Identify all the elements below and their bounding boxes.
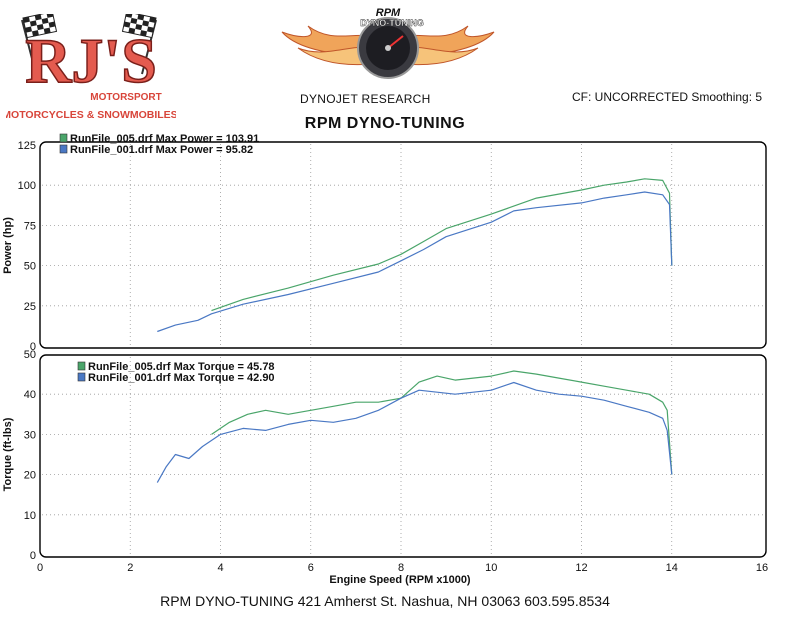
logo-rpm-text: RPM [376, 7, 401, 19]
y-tick-label: 40 [24, 389, 36, 401]
plot-frame [39, 354, 767, 558]
logo-tagline-text: MOTORCYCLES & SNOWMOBILES [6, 109, 176, 121]
y-tick-label: 125 [18, 140, 36, 152]
y-tick-label: 10 [24, 510, 36, 522]
y-tick-label: 50 [24, 349, 36, 361]
tachometer-gauge-icon [357, 17, 419, 79]
y-tick-label: 100 [18, 180, 36, 192]
y-tick-label: 25 [24, 301, 36, 313]
footer-address: RPM DYNO-TUNING 421 Amherst St. Nashua, … [160, 593, 610, 609]
x-tick-label: 16 [756, 562, 768, 574]
series-line-runfile-001-drf [156, 381, 673, 483]
legend-entry: RunFile_005.drf Max Torque = 45.78 [88, 361, 275, 373]
rjs-motorsport-logo: RJ'S MOTORSPORT MOTORCYCLES & SNOWMOBILE… [6, 14, 176, 121]
y-tick-label: 0 [30, 341, 36, 353]
x-tick-label: 10 [485, 562, 497, 574]
checkered-flag-icon [121, 14, 157, 75]
x-tick-label: 0 [37, 562, 43, 574]
legend-entry: RunFile_005.drf Max Power = 103.91 [70, 133, 259, 145]
y-tick-label: 0 [30, 550, 36, 562]
x-tick-label: 8 [398, 562, 404, 574]
x-axis-label: Engine Speed (RPM x1000) [329, 574, 471, 586]
legend-entry: RunFile_001.drf Max Power = 95.82 [70, 144, 253, 156]
logo-main-text: RJ'S [25, 25, 157, 96]
logo-motorsport-text: MOTORSPORT [90, 92, 161, 103]
y-tick-label: 75 [24, 220, 36, 232]
rpm-dyno-tuning-logo: RPM DYNO-TUNING [281, 7, 495, 79]
legend-swatch [77, 361, 86, 371]
x-tick-label: 12 [575, 562, 587, 574]
y-tick-label: 20 [24, 470, 36, 482]
y-tick-label: 30 [24, 429, 36, 441]
checkered-flag-icon [21, 14, 58, 75]
legend-swatch [59, 144, 68, 154]
series-line-runfile-001-drf [157, 191, 673, 333]
y-tick-label: 50 [24, 261, 36, 273]
chart-panel-torque: 0 10 20 30 40 50 Torque (ft-lbs) 0 2 4 6 8 10 12 14 16 E… [2, 349, 768, 586]
chart-panel-power: 0 25 50 75 100 125 Power (hp) RunFile_005.drf M… [2, 133, 767, 353]
logo-dyno-tuning-text: DYNO-TUNING [360, 18, 424, 28]
legend-swatch [59, 133, 68, 143]
x-tick-label: 4 [217, 562, 223, 574]
legend-swatch [77, 372, 86, 382]
series-line-runfile-005-drf [211, 370, 673, 475]
x-tick-label: 6 [308, 562, 314, 574]
page-title: RPM DYNO-TUNING [304, 115, 466, 132]
y-axis-label: Power (hp) [2, 217, 14, 274]
legend-entry: RunFile_001.drf Max Torque = 42.90 [88, 372, 275, 384]
plot-frame [39, 141, 767, 349]
series-line-runfile-005-drf [211, 178, 673, 312]
company-name: DYNOJET RESEARCH [300, 92, 431, 106]
correction-factor-label: CF: UNCORRECTED Smoothing: 5 [572, 90, 763, 104]
x-tick-label: 2 [127, 562, 133, 574]
y-axis-label: Torque (ft-lbs) [2, 417, 14, 491]
x-tick-label: 14 [666, 562, 678, 574]
